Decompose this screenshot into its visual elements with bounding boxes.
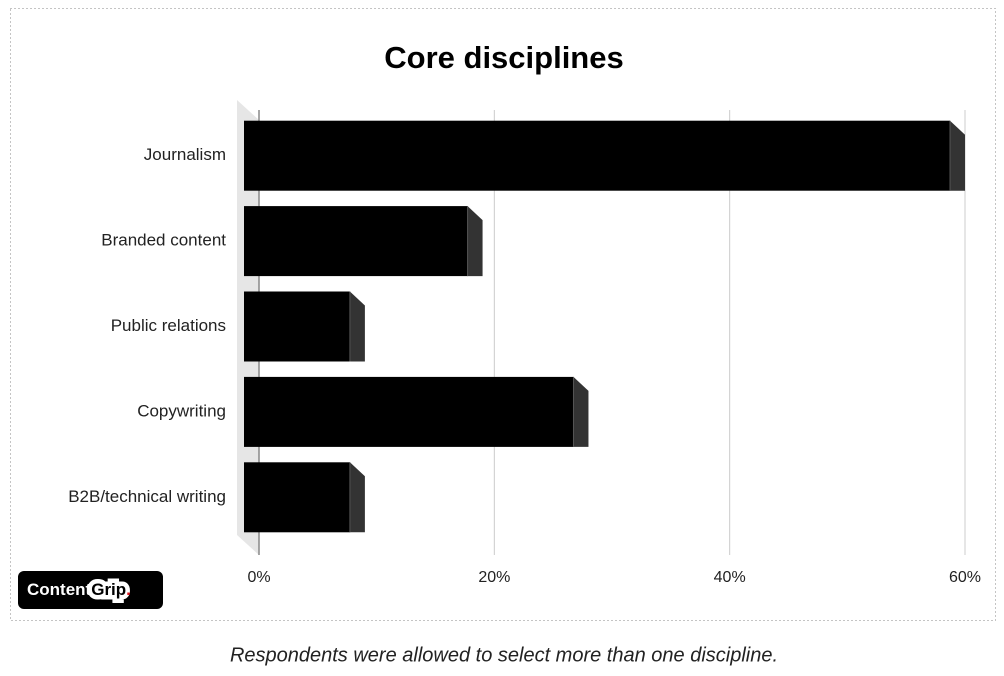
y-tick-label: B2B/technical writing [68,487,226,506]
y-tick-label: Public relations [111,316,226,335]
bar [244,462,350,533]
bars: Journalism Branded content Public relation… [68,120,965,533]
y-tick-label: Journalism [144,145,226,164]
logo-bg [18,571,163,609]
logo-text: ContentGrip. [27,580,131,599]
logo-part: Grip [91,580,126,599]
x-tick-label: 0% [247,569,270,586]
bar-side [950,120,965,191]
y-tick-label: Copywriting [137,401,226,420]
x-tick-label: 40% [714,569,746,586]
chart-title: Core disciplines [384,40,623,75]
y-tick-label: Branded content [101,231,226,250]
bar-side [349,291,365,362]
x-tick-label: 60% [949,569,981,586]
bar [244,291,350,362]
bar [244,376,574,447]
logo: ContentGrip. [18,571,163,609]
logo-part: Content [27,580,92,599]
bar [244,120,950,191]
bar-side [467,206,483,277]
bar [244,206,468,277]
bar-side [349,462,365,533]
frame [10,8,996,621]
logo-dot: . [126,580,131,599]
x-tick-label: 20% [478,569,510,586]
bar-side [573,376,589,447]
caption: Respondents were allowed to select more … [230,644,778,666]
